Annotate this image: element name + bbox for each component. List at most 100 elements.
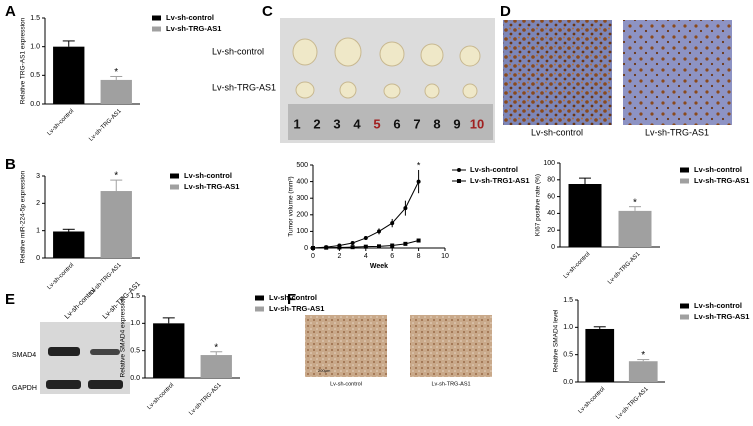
legend-swatch	[255, 295, 264, 301]
y-tick-label: 2	[36, 200, 40, 207]
y-tick-label: 0.0	[130, 375, 140, 382]
legend-marker	[457, 179, 461, 183]
legend-label: Lv-sh-control	[184, 171, 232, 180]
marker	[416, 238, 421, 243]
annotation: *	[417, 160, 421, 170]
y-tick-label: 0.5	[30, 72, 40, 79]
y-axis-label: Relative miR-224-5p expression	[20, 170, 27, 263]
x-tick-label: 4	[364, 253, 368, 260]
marker	[403, 206, 408, 211]
y-tick-label: 0.5	[130, 348, 140, 355]
y-tick-label: 0	[304, 245, 308, 252]
legend-swatch	[680, 178, 689, 184]
legend-swatch	[170, 184, 179, 190]
y-tick-label: 1.5	[563, 297, 573, 304]
y-tick-label: 200	[296, 212, 308, 219]
legend-label: Lv-sh-control	[166, 13, 214, 22]
y-tick-label: 0.0	[30, 101, 40, 108]
legend-label: Lv-sh-TRG-AS1	[269, 304, 324, 313]
y-tick-label: 1.0	[30, 44, 40, 51]
y-tick-label: 100	[296, 228, 308, 235]
y-tick-label: 300	[296, 195, 308, 202]
legend-swatch	[680, 314, 689, 320]
x-tick-label: 2	[337, 253, 341, 260]
y-tick-label: 3	[36, 173, 40, 180]
legend-label: Lv-sh-control	[694, 165, 742, 174]
row-label: Lv-sh-control	[212, 46, 264, 56]
x-tick-label: 6	[390, 253, 394, 260]
x-tick-label: 8	[417, 253, 421, 260]
annotation: *	[641, 350, 645, 361]
legend-label: Lv-sh-TRG-AS1	[184, 182, 239, 191]
legend-swatch	[680, 167, 689, 173]
marker	[377, 229, 381, 234]
bar	[200, 355, 232, 378]
ruler-number: 1	[293, 116, 300, 131]
ihc-image	[503, 20, 612, 125]
row-label: Lv-sh-TRG-AS1	[212, 82, 276, 92]
bar	[53, 231, 85, 258]
ruler-number: 3	[333, 116, 340, 131]
y-tick-label: 1.0	[563, 324, 573, 331]
marker	[350, 241, 355, 246]
band-label: SMAD4	[12, 352, 36, 359]
bar	[53, 46, 85, 104]
marker	[363, 236, 368, 241]
y-tick-label: 500	[296, 162, 308, 169]
band	[48, 347, 80, 356]
bar	[153, 323, 185, 378]
y-tick-label: 80	[547, 177, 555, 184]
band-label: GAPDH	[12, 385, 37, 392]
y-axis-label: Relative SMAD4 level	[553, 309, 560, 372]
y-axis-label: KI67 positive rate (%)	[535, 174, 542, 236]
annotation: *	[114, 171, 118, 182]
band	[88, 380, 123, 389]
panel-letter: A	[5, 3, 16, 20]
band	[46, 380, 81, 389]
x-tick-label: Lv-sh-TRG-AS1	[615, 386, 650, 421]
stain-image	[410, 315, 492, 377]
bar	[585, 328, 615, 382]
x-tick-label: Lv-sh-TRG-AS1	[88, 262, 123, 297]
panel-letter: F	[287, 291, 296, 308]
marker	[416, 179, 421, 184]
y-tick-label: 1.5	[130, 293, 140, 300]
panel-letter: C	[262, 3, 273, 20]
stain-image	[305, 315, 387, 377]
caption: Lv-sh-TRG-AS1	[645, 127, 709, 137]
legend-label: Lv-sh-TRG1-AS1	[470, 176, 530, 185]
marker	[403, 241, 408, 246]
x-tick-label: 10	[441, 253, 449, 260]
legend-label: Lv-sh-TRG-AS1	[694, 176, 749, 185]
legend-label: Lv-sh-control	[269, 293, 317, 302]
legend-marker	[457, 168, 461, 172]
y-tick-label: 400	[296, 178, 308, 185]
y-axis-label: Tumor volume (mm³)	[288, 176, 295, 236]
x-tick-label: Lv-sh-TRG-AS1	[607, 251, 642, 286]
ruler-number: 10	[470, 116, 484, 131]
bar	[618, 210, 652, 247]
y-tick-label: 20	[547, 227, 555, 234]
ruler-number: 9	[453, 116, 460, 131]
bar	[100, 191, 132, 258]
tumors	[292, 37, 481, 99]
marker	[377, 244, 381, 249]
x-tick-label: Lv-sh-TRG-AS1	[188, 382, 223, 417]
legend-label: Lv-sh-control	[694, 301, 742, 310]
panel-letter: E	[5, 291, 15, 308]
marker	[390, 221, 395, 226]
ruler-number: 5	[373, 116, 380, 131]
ruler-number: 6	[393, 116, 400, 131]
x-tick-label: Lv-sh-control	[47, 262, 76, 291]
y-tick-label: 0	[551, 244, 555, 251]
x-tick-label: Lv-sh-control	[563, 251, 592, 280]
x-axis-label: Week	[370, 263, 388, 270]
ruler-number: 4	[353, 116, 361, 131]
y-tick-label: 0.0	[563, 379, 573, 386]
bar	[628, 361, 658, 382]
y-tick-label: 1.0	[130, 320, 140, 327]
marker	[350, 245, 355, 250]
y-tick-label: 0.5	[563, 352, 573, 359]
caption: Lv-sh-control	[330, 381, 362, 387]
